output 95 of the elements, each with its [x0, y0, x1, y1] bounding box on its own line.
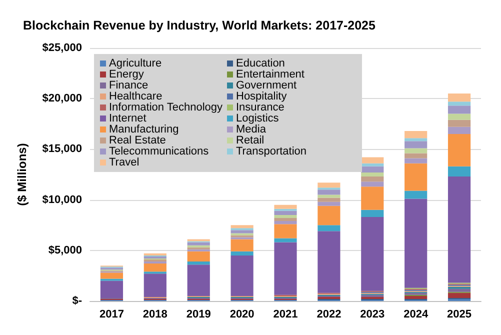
legend-label: Government	[236, 80, 297, 92]
bar	[274, 221, 297, 224]
x-tick-label: 2025	[447, 308, 472, 320]
legend-label: Manufacturing	[109, 124, 179, 136]
bar	[448, 166, 471, 177]
legend-label: Travel	[109, 156, 140, 168]
bar	[361, 166, 384, 172]
bar	[448, 126, 471, 134]
chart-title: Blockchain Revenue by Industry, World Markets: 2017-2025	[23, 18, 376, 32]
bar	[448, 114, 471, 120]
bar	[230, 255, 254, 296]
bar	[274, 224, 297, 238]
bar	[318, 198, 340, 202]
bar	[404, 163, 428, 191]
bar	[230, 251, 254, 256]
x-tick-label: 2023	[360, 308, 385, 320]
bar	[404, 153, 428, 158]
bar	[361, 176, 384, 182]
bar	[318, 194, 340, 198]
legend-label: Energy	[109, 68, 144, 80]
bar	[274, 242, 297, 295]
bar	[230, 225, 254, 228]
bar	[448, 134, 471, 166]
bar	[448, 176, 471, 283]
bar	[230, 230, 254, 234]
bar	[404, 190, 428, 199]
y-tick-label: $20,000	[42, 92, 82, 105]
bar	[100, 280, 124, 298]
y-tick-label: $5,000	[48, 244, 82, 256]
bar	[361, 172, 384, 177]
bar	[404, 158, 428, 164]
bar	[448, 94, 471, 102]
bar	[361, 163, 384, 166]
bar	[404, 148, 428, 154]
bar	[274, 204, 297, 209]
legend-label: Hospitality	[236, 90, 288, 102]
legend-label: Logistics	[236, 112, 280, 124]
y-tick-label: $15,000	[42, 143, 82, 156]
bar	[448, 292, 471, 298]
bar	[361, 186, 384, 210]
bar	[448, 102, 471, 106]
bar	[448, 106, 471, 114]
bar	[404, 296, 428, 299]
x-tick-label: 2020	[230, 308, 254, 320]
legend-label: Transportation	[236, 146, 307, 158]
bar	[274, 218, 297, 222]
legend-label: Real Estate	[109, 134, 166, 146]
legend-label: Finance	[109, 80, 148, 92]
bar	[318, 202, 340, 206]
x-tick-label: 2022	[316, 308, 342, 320]
y-tick-label: $-	[72, 295, 82, 307]
bar	[100, 272, 124, 279]
bar	[361, 210, 384, 218]
y-tick-label: $25,000	[42, 42, 82, 54]
bar	[318, 190, 340, 195]
legend-label: Media	[236, 124, 267, 136]
bar	[187, 264, 210, 296]
legend-label: Healthcare	[109, 90, 162, 102]
bar	[187, 262, 210, 265]
legend-label: Information Technology	[109, 102, 224, 114]
bar	[274, 210, 297, 215]
legend-label: Agriculture	[109, 58, 162, 70]
y-axis-title: ($ Millions)	[15, 143, 29, 206]
bar	[318, 182, 340, 188]
x-tick-label: 2017	[99, 308, 124, 320]
bar	[404, 198, 428, 288]
legend-label: Retail	[236, 134, 264, 146]
bar	[187, 242, 210, 246]
legend-label: Insurance	[236, 102, 284, 114]
legend-label: Internet	[109, 112, 146, 124]
legend-label: Education	[236, 58, 285, 70]
bar	[274, 238, 297, 242]
bar	[318, 225, 340, 232]
bar	[448, 288, 471, 292]
x-tick-label: 2018	[142, 308, 168, 320]
bar	[318, 206, 340, 226]
legend-label: Entertainment	[236, 68, 304, 80]
bar	[144, 264, 166, 272]
bar	[404, 138, 428, 142]
x-tick-label: 2019	[186, 308, 211, 320]
x-tick-label: 2021	[273, 308, 298, 320]
bar	[448, 120, 471, 127]
bar	[361, 217, 384, 291]
legend-label: Telecommunications	[109, 146, 210, 158]
bar	[361, 157, 384, 164]
x-tick-label: 2024	[404, 308, 429, 320]
bar	[144, 274, 166, 297]
bar	[318, 231, 340, 293]
bar	[404, 141, 428, 148]
y-tick-label: $10,000	[42, 194, 82, 206]
bar	[274, 214, 297, 218]
bar	[187, 251, 210, 262]
bar	[230, 239, 254, 252]
bar	[361, 182, 384, 187]
bar	[404, 130, 428, 138]
